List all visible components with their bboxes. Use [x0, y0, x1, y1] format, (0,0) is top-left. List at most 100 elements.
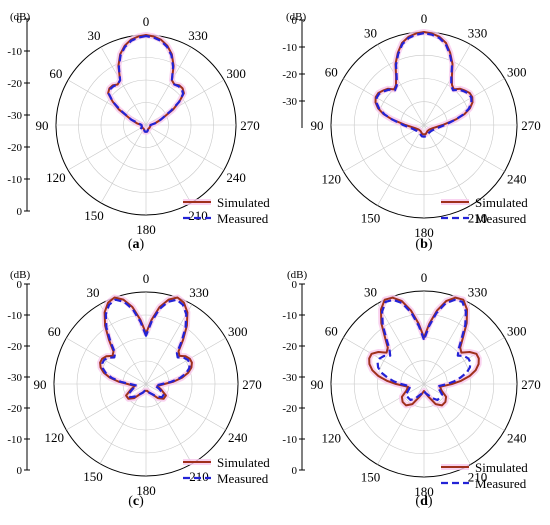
db-tick-label: -20	[282, 341, 297, 353]
angle-tick-label: 60	[325, 324, 338, 339]
db-tick-label: -10	[282, 42, 297, 54]
db-tick-label: 0	[17, 14, 23, 26]
db-tick-label: -10	[7, 174, 22, 186]
radial-spoke	[423, 124, 505, 172]
angle-tick-label: 300	[228, 324, 248, 339]
legend-measured-label: Measured	[217, 211, 269, 226]
angle-tick-label: 30	[87, 285, 100, 300]
legend-measured-label: Measured	[475, 476, 527, 491]
radial-spoke	[377, 44, 425, 126]
polar-chart-d: 0 30 60 90 120 150 180 210 240 270 300 330 0 -10 -20 -3…	[282, 269, 540, 509]
db-tick-label: 0	[292, 279, 298, 291]
angle-tick-label: 120	[322, 431, 342, 446]
angle-tick-label: 150	[361, 211, 381, 226]
radial-spoke	[423, 303, 471, 385]
db-tick-label: -10	[282, 434, 297, 446]
radial-spoke	[145, 124, 192, 204]
angle-tick-label: 150	[83, 469, 103, 484]
radial-spoke	[145, 124, 225, 171]
panel-label: (b)	[415, 237, 432, 252]
angle-tick-label: 30	[364, 25, 377, 40]
db-tick-label: -30	[7, 372, 22, 384]
angle-tick-label: 330	[189, 285, 209, 300]
radial-spoke	[145, 383, 226, 431]
simulated-series-line	[368, 296, 480, 407]
radial-spoke	[66, 337, 147, 385]
angle-tick-label: 120	[46, 170, 66, 185]
db-tick-label: 0	[292, 15, 298, 27]
angle-tick-label: 300	[226, 66, 246, 81]
radial-spoke	[100, 124, 147, 204]
angle-tick-label: 240	[226, 170, 246, 185]
db-tick-label: -10	[7, 46, 22, 58]
panel-label: (a)	[128, 237, 145, 252]
angle-tick-label: 210	[188, 208, 208, 223]
angle-tick-label: 210	[468, 211, 488, 226]
angle-tick-label: 0	[143, 271, 150, 286]
angle-tick-label: 150	[361, 470, 381, 485]
panel-label: (d)	[415, 494, 432, 509]
angle-tick-label: 0	[143, 14, 150, 29]
measured-series-line	[375, 32, 473, 138]
angle-tick-label: 180	[136, 483, 156, 498]
db-tick-label: -20	[7, 142, 22, 154]
radial-spoke	[423, 78, 505, 126]
radial-spoke	[66, 383, 147, 431]
angle-tick-label: 330	[468, 25, 488, 40]
radial-spoke	[423, 383, 505, 431]
db-tick-label: 0	[17, 206, 23, 218]
angle-tick-label: 270	[521, 118, 541, 133]
radial-spoke	[100, 46, 147, 126]
angle-tick-label: 210	[189, 469, 209, 484]
radial-spoke	[343, 337, 425, 385]
measured-series-line	[107, 35, 185, 133]
panel-label: (c)	[128, 494, 144, 509]
angle-tick-label: 90	[311, 377, 324, 392]
angle-tick-label: 60	[325, 65, 338, 80]
angle-tick-label: 330	[468, 284, 488, 299]
measured-series-line	[101, 298, 191, 399]
angle-tick-label: 270	[242, 377, 262, 392]
radial-spoke	[423, 124, 471, 206]
db-tick-label: -30	[7, 110, 22, 122]
db-tick-label: -20	[282, 403, 297, 415]
angle-tick-label: 180	[414, 225, 434, 240]
angle-tick-label: 0	[421, 11, 428, 26]
angle-tick-label: 60	[49, 66, 62, 81]
r-unit-label: (dB)	[10, 269, 31, 281]
db-tick-label: -20	[7, 341, 22, 353]
angle-tick-label: 240	[507, 431, 527, 446]
angle-tick-label: 240	[228, 430, 248, 445]
simulated-series-line	[99, 296, 193, 400]
db-tick-label: -20	[282, 69, 297, 81]
angle-tick-label: 90	[34, 377, 47, 392]
db-tick-label: -20	[7, 403, 22, 415]
legend-simulated-label: Simulated	[475, 195, 528, 210]
radial-spoke	[343, 383, 425, 431]
radial-spoke	[343, 124, 425, 172]
angle-tick-label: 90	[311, 118, 324, 133]
db-tick-label: -20	[7, 78, 22, 90]
angle-tick-label: 90	[36, 118, 49, 133]
radial-spoke	[343, 78, 425, 126]
radial-spoke	[377, 303, 425, 385]
polar-chart-a: 0 30 60 90 120 150 180 210 240 270 300 330 0 -10 -20 -3…	[7, 11, 270, 252]
angle-tick-label: 300	[507, 65, 527, 80]
angle-tick-label: 240	[507, 172, 527, 187]
angle-tick-label: 0	[421, 270, 428, 285]
db-tick-label: 0	[17, 279, 23, 291]
legend-measured-label: Measured	[475, 211, 527, 226]
r-unit-label: (dB)	[10, 11, 31, 23]
angle-tick-label: 270	[240, 118, 260, 133]
angle-tick-label: 180	[136, 222, 156, 237]
radial-spoke	[67, 124, 147, 171]
angle-tick-label: 300	[507, 324, 527, 339]
radial-spoke	[423, 44, 471, 126]
db-tick-label: 0	[292, 465, 298, 477]
r-unit-label: (dB)	[286, 11, 307, 23]
radial-spoke	[145, 337, 226, 385]
legend-simulated-label: Simulated	[217, 195, 270, 210]
